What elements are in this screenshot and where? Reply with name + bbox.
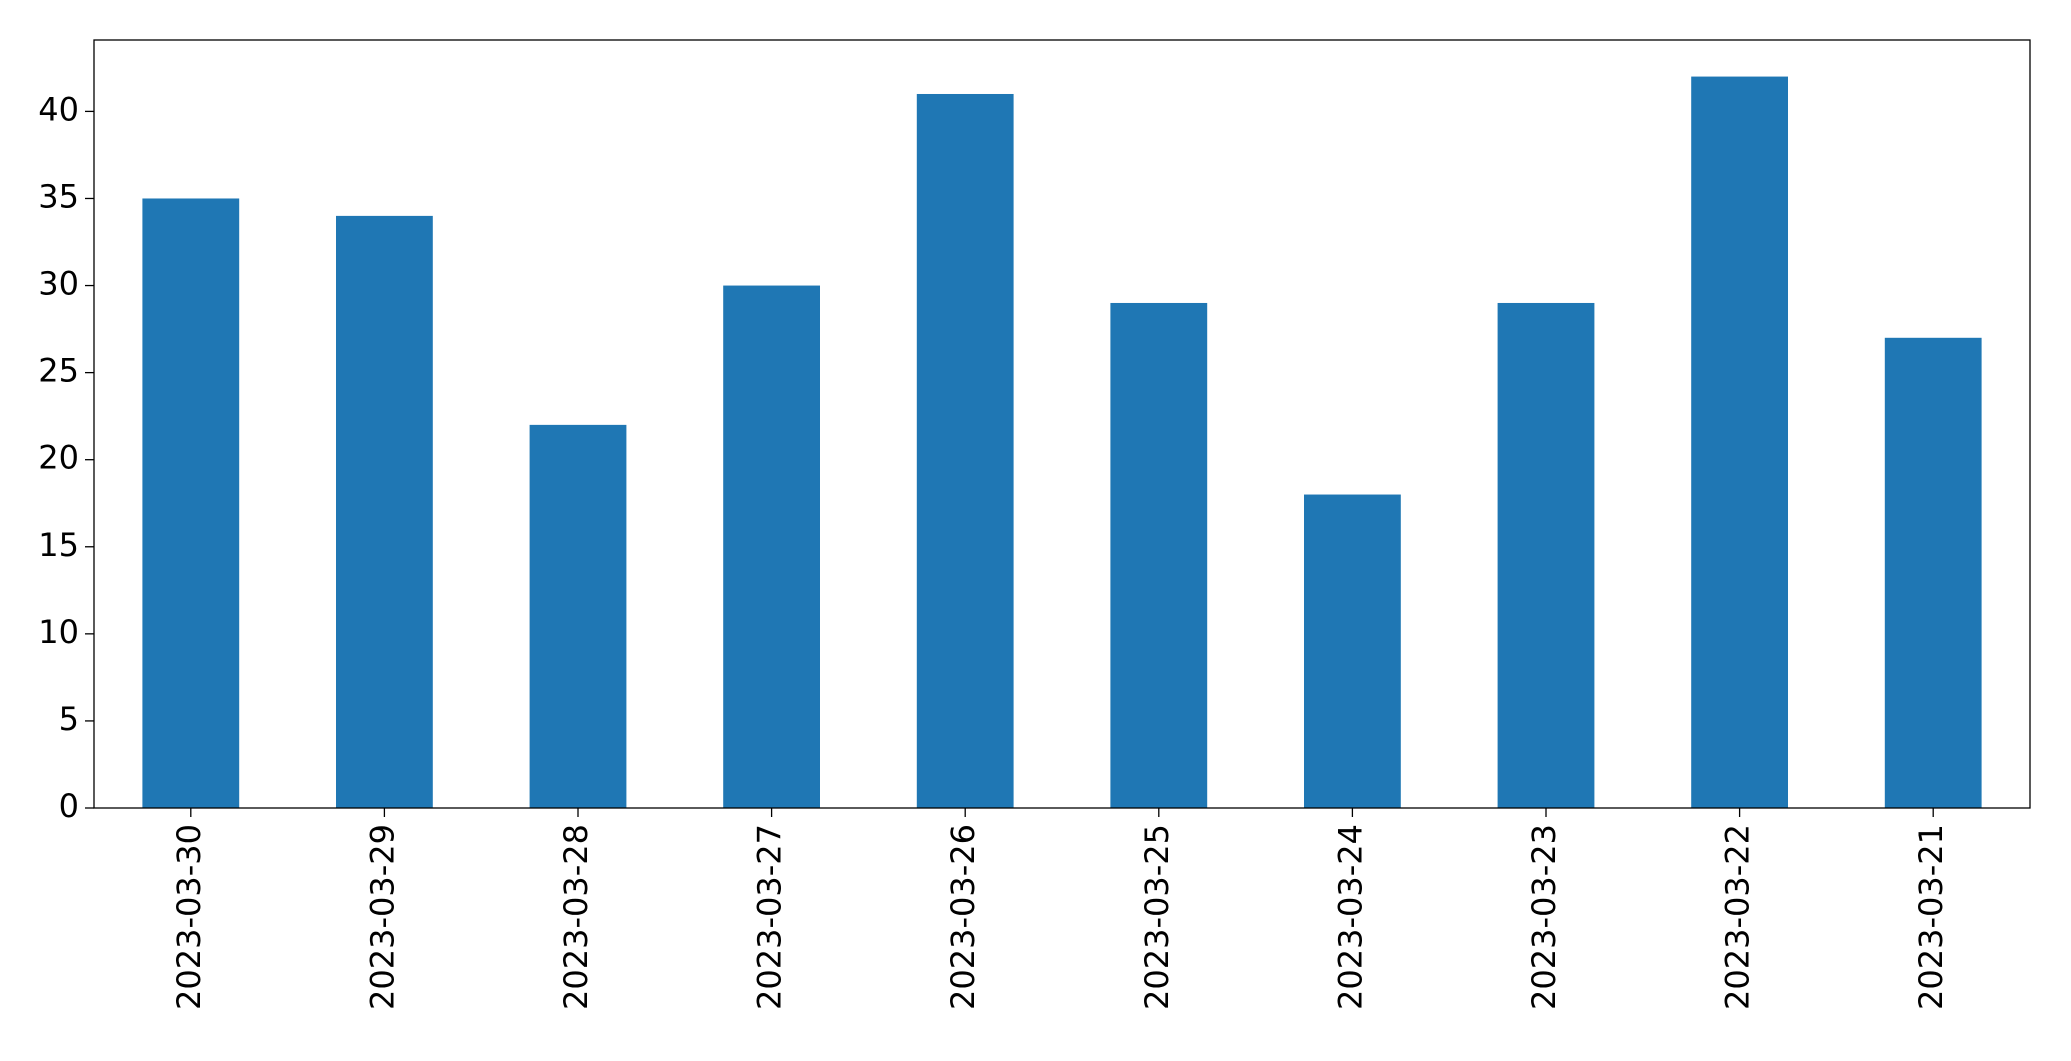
bar: [1691, 76, 1788, 809]
y-tick-label: 20: [38, 439, 79, 477]
x-tick-label: 2023-03-22: [1719, 824, 1757, 1010]
bar: [336, 215, 433, 808]
bar: [1497, 302, 1595, 808]
y-tick-label: 40: [38, 90, 79, 128]
plot-frame: [93, 39, 2031, 809]
bar: [1884, 337, 1982, 808]
y-tick-label: 5: [59, 700, 79, 738]
bar: [916, 93, 1014, 809]
bar: [529, 424, 627, 808]
bar: [142, 198, 240, 808]
x-tick-label: 2023-03-23: [1525, 824, 1563, 1010]
x-tick-label: 2023-03-26: [944, 824, 982, 1010]
bar: [1304, 494, 1401, 808]
x-tick-label: 2023-03-24: [1331, 824, 1369, 1010]
x-tick-label: 2023-03-25: [1138, 824, 1176, 1010]
bar: [1110, 302, 1208, 808]
y-tick-label: 30: [38, 265, 79, 303]
bar: [723, 285, 820, 808]
y-tick-label: 15: [38, 526, 79, 564]
x-tick-label: 2023-03-21: [1912, 824, 1950, 1010]
x-tick-label: 2023-03-29: [363, 824, 401, 1010]
y-tick-label: 35: [38, 177, 79, 215]
y-tick-label: 25: [38, 352, 79, 390]
y-tick-label: 0: [59, 787, 79, 825]
y-tick-label: 10: [38, 613, 79, 651]
x-tick-label: 2023-03-27: [751, 824, 789, 1010]
x-tick-label: 2023-03-28: [557, 824, 595, 1010]
x-tick-label: 2023-03-30: [170, 824, 208, 1010]
